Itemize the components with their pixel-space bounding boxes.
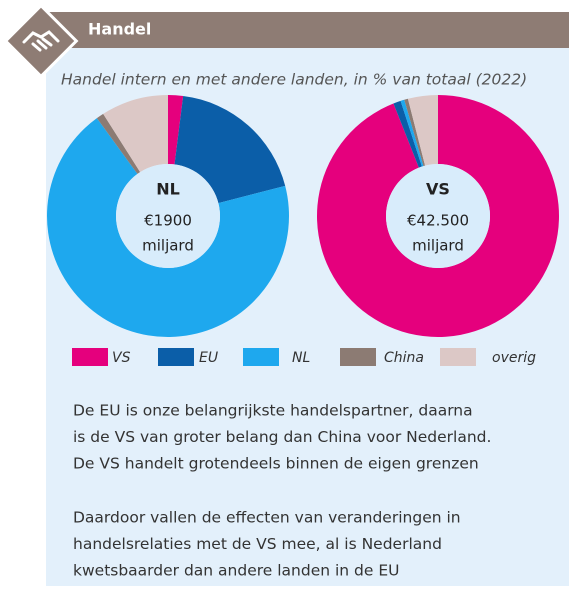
center-label: €1900 <box>144 212 192 230</box>
center-label: miljard <box>412 237 464 255</box>
center-label: €42.500 <box>407 212 469 230</box>
subtitle: Handel intern en met andere landen, in %… <box>61 71 527 89</box>
icon <box>3 3 79 79</box>
legend-swatch <box>440 348 476 366</box>
legend-label: VS <box>112 350 131 366</box>
center-title: VS <box>426 180 450 199</box>
legend-swatch <box>72 348 108 366</box>
donut-segment <box>46 118 289 337</box>
legend-label: China <box>384 350 424 366</box>
paragraph-line: De EU is onze belangrijkste handelspartn… <box>73 402 473 420</box>
legend-swatch <box>243 348 279 366</box>
center-label: miljard <box>142 237 194 255</box>
donut-hole <box>116 164 220 268</box>
center-title: NL <box>156 180 180 199</box>
donut-segment <box>407 95 438 166</box>
donut-segment <box>393 100 422 168</box>
paragraph-line: handelsrelaties met de VS mee, al is Ned… <box>73 535 442 553</box>
paragraph-line: kwetsbaarder dan andere landen in de EU <box>73 562 399 580</box>
donut-segment <box>96 113 141 174</box>
donut-segment <box>316 95 559 338</box>
donut-segment <box>404 98 426 167</box>
legend-label: NL <box>292 350 310 366</box>
header-bar <box>46 12 569 48</box>
paragraph-line: is de VS van groter belang dan China voo… <box>73 428 491 446</box>
donut-segment <box>103 95 168 173</box>
donut-hole <box>386 164 490 268</box>
donut-segment <box>400 99 424 167</box>
header-title: Handel <box>88 20 151 39</box>
legend-label: EU <box>199 350 218 366</box>
paragraph-line: Daardoor vallen de effecten van verander… <box>73 509 461 527</box>
donut-segment <box>174 95 286 204</box>
donut-segment <box>168 95 184 165</box>
legend-swatch <box>340 348 376 366</box>
legend-swatch <box>158 348 194 366</box>
legend-label: overig <box>492 350 536 366</box>
paragraph-line: De VS handelt grotendeels binnen de eige… <box>73 455 479 473</box>
